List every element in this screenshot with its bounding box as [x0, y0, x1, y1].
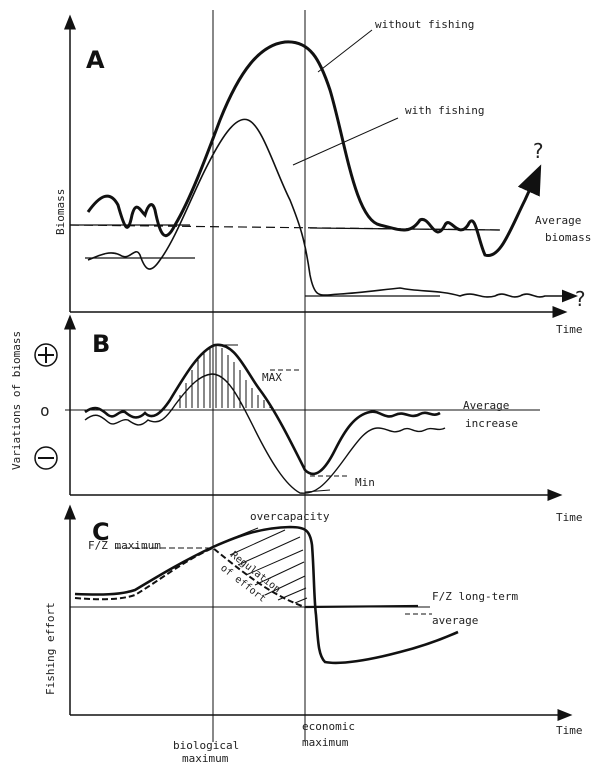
b-letter: B: [92, 330, 110, 358]
label-economic-2: maximum: [302, 736, 349, 749]
label-average-biomass-1: Average: [535, 214, 581, 227]
label-with-fishing: with fishing: [405, 104, 484, 117]
label-overcapacity: overcapacity: [250, 510, 330, 523]
a-letter: A: [86, 46, 105, 74]
label-average-increase-2: increase: [465, 417, 518, 430]
fishing-effort-curve: [74, 525, 459, 665]
label-without-fishing: without fishing: [375, 18, 474, 31]
question-mark-1: ?: [532, 139, 544, 163]
minus-circle-icon: [34, 446, 58, 470]
panel-b: B Variations of biomass o MAX Min: [10, 314, 583, 524]
label-max: MAX: [262, 371, 282, 384]
label-average-increase-1: Average: [463, 399, 509, 412]
c-letter: C: [92, 518, 110, 546]
overcapacity-hatching: [227, 527, 308, 604]
question-mark-2: ?: [574, 287, 586, 311]
label-fz-longterm-2: average: [432, 614, 478, 627]
b-ylabel: Variations of biomass: [10, 331, 23, 470]
label-biological-2: maximum: [182, 752, 229, 764]
b-thick-curve: [84, 343, 441, 476]
c-time-label: Time: [556, 724, 583, 737]
label-biological-1: biological: [173, 739, 239, 752]
panel-a: A Biomass without fishing with fishing ?…: [54, 14, 591, 336]
plus-circle-icon: [34, 343, 58, 367]
c-ylabel: Fishing effort: [44, 602, 57, 695]
a-ylabel: Biomass: [54, 189, 67, 235]
a-time-label: Time: [556, 323, 583, 336]
without-fishing-curve: [86, 40, 542, 257]
with-fishing-curve: [87, 118, 578, 303]
zero-label: o: [40, 401, 50, 420]
panel-c: C Fishing effort overcapacity F/Z maximu…: [44, 504, 583, 737]
label-average-biomass-2: biomass: [545, 231, 591, 244]
b-time-label: Time: [556, 511, 583, 524]
regulation-dashed-line: [74, 546, 306, 608]
label-fz-maximum: F/Z maximum: [88, 539, 161, 552]
label-fz-longterm-1: F/Z long-term: [432, 590, 518, 603]
label-economic-1: economic: [302, 720, 355, 733]
label-min: Min: [355, 476, 375, 489]
b-thin-curve: [84, 373, 446, 494]
surplus-hatching: [179, 345, 271, 408]
